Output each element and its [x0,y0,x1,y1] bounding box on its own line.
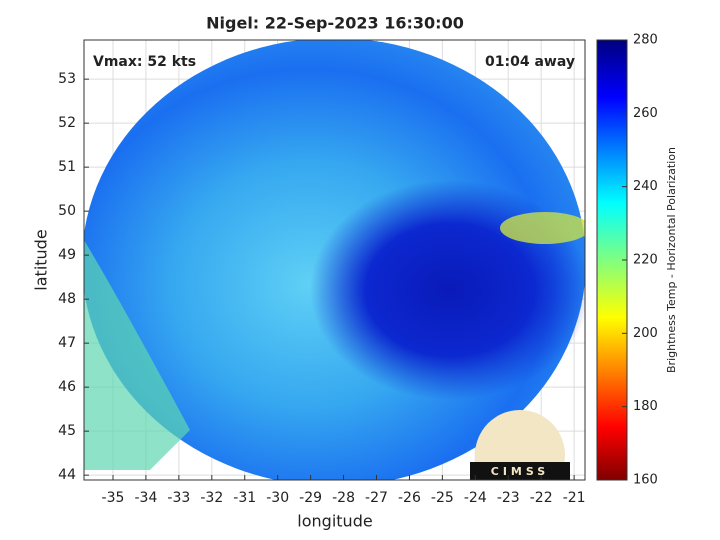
logo-band [470,462,570,480]
x-tick-label: -30 [266,490,289,506]
y-tick-label: 51 [58,159,76,175]
colorbar-tick-label: 280 [633,33,658,48]
y-tick-label: 49 [58,247,76,263]
y-tick-label: 50 [58,203,76,219]
y-tick-label: 52 [58,115,76,131]
x-tick-label: -29 [299,490,322,506]
colorbar-tick-label: 240 [633,179,658,194]
x-tick-label: -28 [332,490,355,506]
x-tick-label: -24 [464,490,487,506]
x-tick-label: -33 [167,490,190,506]
x-tick-label: -21 [563,490,586,506]
warm-region [84,240,190,470]
chart-title: Nigel: 22-Sep-2023 16:30:00 [206,14,464,33]
x-tick-label: -22 [530,490,553,506]
y-tick-label: 48 [58,291,76,307]
y-tick-label: 46 [58,379,76,395]
x-tick-label: -26 [398,490,421,506]
logo-text: CIMSS [491,465,549,478]
colorbar-tick-label: 260 [633,106,658,121]
colorbar-tick-label: 220 [633,253,658,268]
x-tick-label: -35 [102,490,125,506]
logo-disk [475,410,565,480]
y-tick-label: 47 [58,335,76,351]
x-axis-label: longitude [297,512,372,531]
x-tick-label: -27 [365,490,388,506]
x-tick-label: -32 [200,490,223,506]
colorbar-label: Brightness Temp - Horizontal Polarizatio… [665,147,678,373]
y-axis-label: latitude [32,229,51,290]
colorbar-tick-label: 180 [633,399,658,414]
colorbar-tick-label: 200 [633,326,658,341]
y-tick-label: 45 [58,423,76,439]
x-tick-label: -25 [431,490,454,506]
colorbar-tick-label: 160 [633,473,658,488]
y-tick-label: 53 [58,71,76,87]
warm-band [500,212,585,244]
x-tick-label: -31 [233,490,256,506]
annotation: Vmax: 52 kts [93,54,196,70]
x-tick-label: -23 [497,490,520,506]
y-tick-label: 44 [58,467,76,483]
plot-area: CIMSS [84,40,585,480]
annotation: 01:04 away [485,54,575,70]
x-tick-label: -34 [134,490,157,506]
plot-frame [83,39,586,481]
